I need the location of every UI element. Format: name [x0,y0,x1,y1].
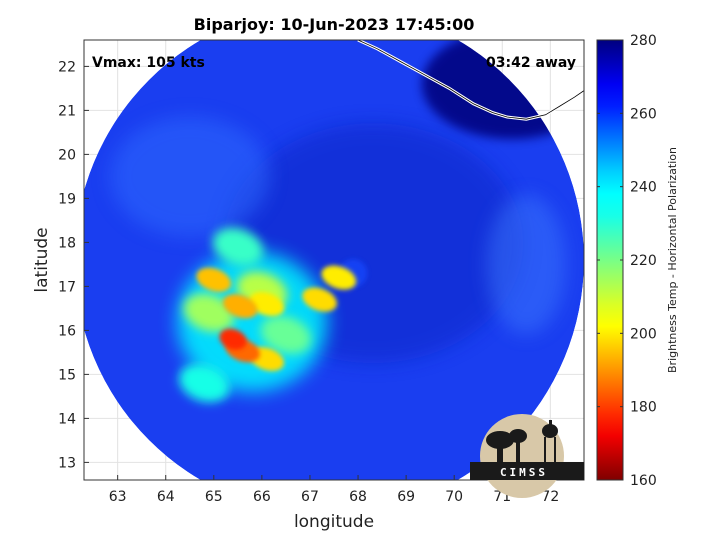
y-axis: 13 14 15 16 17 18 19 20 21 22 [58,59,89,471]
x-tick-label: 67 [301,489,319,505]
y-tick-label: 18 [58,235,76,251]
x-tick-label: 65 [205,489,223,505]
y-tick-label: 13 [58,455,76,471]
y-tick-label: 22 [58,59,76,75]
colorbar-tick-label: 220 [630,253,657,269]
convection-features [177,227,357,403]
cimss-logo: CIMSS [470,414,584,498]
y-tick-label: 15 [58,367,76,383]
convection-cell [178,364,230,403]
plot-area [84,40,584,480]
swath-texture [109,40,584,364]
y-tick-label: 17 [58,279,76,295]
convection-cell [321,265,357,290]
colorbar-tick-label: 160 [630,473,657,489]
colorbar-tick-label: 260 [630,106,657,122]
coastline [357,40,584,120]
time-away-annotation: 03:42 away [486,55,576,71]
convection-cell [249,291,285,317]
logo-text: CIMSS [500,466,548,479]
chart-title: Biparjoy: 10-Jun-2023 17:45:00 [194,15,475,34]
x-tick-label: 63 [109,489,127,505]
warm-haze-east [486,194,567,335]
convection-cell [196,267,232,292]
y-tick-label: 19 [58,191,76,207]
colorbar-tick-label: 280 [630,33,657,49]
y-tick-label: 14 [58,411,76,427]
colorbar-gradient [596,39,624,481]
colorbar-ticks: 160 180 200 220 240 260 280 [597,33,657,489]
x-tick-label: 69 [397,489,415,505]
colorbar-label: Brightness Temp - Horizontal Polarizatio… [666,147,679,373]
x-tick-label: 68 [349,489,367,505]
convection-cell [260,315,312,354]
colorbar: 160 180 200 220 240 260 280 Brightness Temp - … [596,33,679,489]
convection-cell [219,328,247,350]
x-tick-label: 70 [445,489,463,505]
colorbar-tick-label: 200 [630,326,657,342]
colorbar-tick-label: 240 [630,180,657,196]
y-axis-label: latitude [32,227,52,292]
x-axis-label: longitude [294,512,374,532]
y-tick-label: 16 [58,323,76,339]
plot-frame [83,39,585,481]
convection-cell [302,287,337,312]
warm-haze [109,116,270,237]
x-axis: 63 64 65 66 67 68 69 70 71 72 [109,475,559,505]
x-tick-label: 66 [253,489,271,505]
convection-cell [222,294,258,319]
x-tick-label: 64 [157,489,175,505]
y-tick-label: 21 [58,103,76,119]
convection-cell [183,293,235,332]
x-tick-label: 72 [541,489,559,505]
y-tick-label: 20 [58,147,76,163]
vmax-annotation: Vmax: 105 kts [92,55,205,71]
colorbar-tick-label: 180 [630,400,657,416]
convection-cell [212,227,264,266]
